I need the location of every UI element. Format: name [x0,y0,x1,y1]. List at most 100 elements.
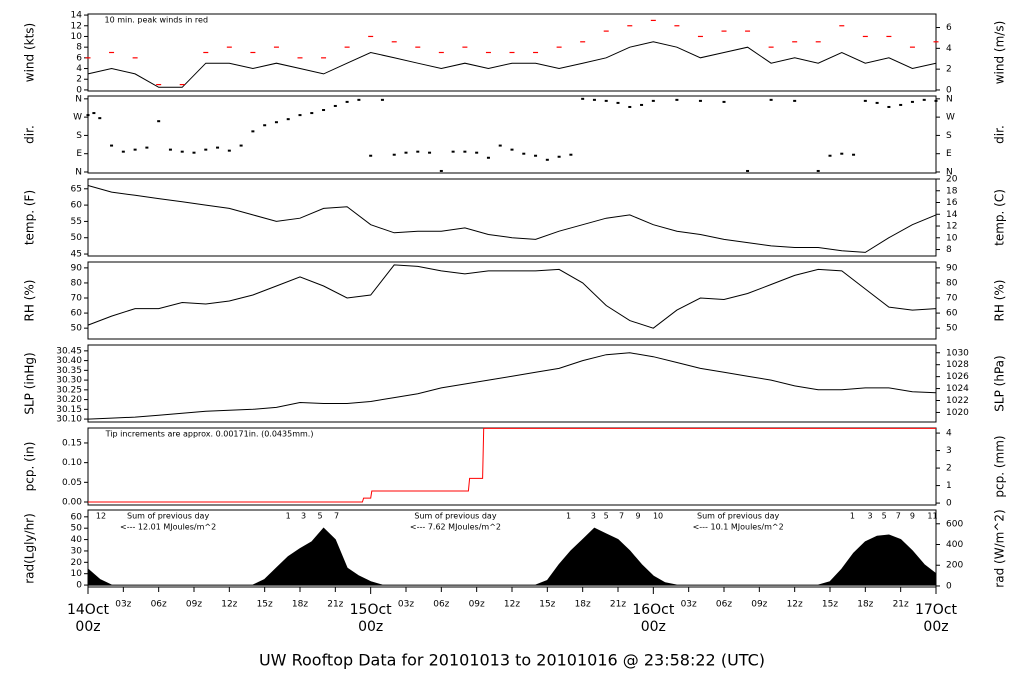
data-point [345,100,349,103]
day-hour: 00z [641,619,666,635]
x-tick-label: 18z [857,600,873,610]
data-point [698,99,702,102]
y2-tick-label: 70 [946,294,958,304]
y2-tick-label: 60 [946,309,958,319]
x-tick-label: 15z [822,600,838,610]
y-tick-label: 70 [71,294,83,304]
y-tick-label: 50 [71,233,83,243]
data-point [910,100,914,103]
data-point [475,151,479,154]
data-point [322,109,326,112]
y2-tick-label: 200 [946,561,963,571]
y-tick-label: 0.15 [62,438,82,448]
data-point [640,103,644,106]
y-tick-label: 60 [71,309,83,319]
data-point [416,150,420,153]
data-point [251,130,255,133]
daily-sum: <--- 10.1 MJoules/m^2 [693,523,784,532]
y2-tick-label: 3 [946,446,952,456]
y-tick-label: E [76,149,82,159]
data-point [863,99,867,102]
y2-tick-label: N [946,94,953,104]
hour-mark: 1 [850,512,855,521]
y-tick-label: 30.35 [56,366,82,376]
data-point [581,97,585,100]
hour-mark: 7 [334,512,339,521]
data-point [392,153,396,156]
data-line [88,427,936,503]
data-point [451,150,455,153]
data-point [769,98,773,101]
data-point [298,114,302,117]
y2-tick-label: 4 [946,44,952,54]
x-tick-label: 09z [469,600,485,610]
hour-mark: 9 [635,512,640,521]
day-date: 15Oct [350,602,393,618]
y-tick-label: 60 [71,201,83,211]
y2-axis-label: pcp. (mm) [993,435,1007,497]
panel-frame [87,344,937,423]
day-hour: 00z [75,619,100,635]
data-point [793,99,797,102]
hour-mark: 5 [882,512,887,521]
data-point [239,144,243,147]
y-tick-label: 10 [71,569,83,579]
y-tick-label: 0 [76,581,82,591]
y2-tick-label: 2 [946,65,952,75]
y2-tick-label: 1024 [946,384,969,394]
y-axis-label: pcp. (in) [23,442,37,492]
data-point [404,151,408,154]
data-point [110,144,114,147]
hour-mark: 3 [591,512,596,521]
x-tick-label: 09z [751,600,767,610]
daily-sum: <--- 7.62 MJoules/m^2 [410,523,501,532]
data-point [310,112,314,115]
data-point [263,124,267,127]
y-tick-label: 14 [71,11,83,21]
y2-axis-label: SLP (hPa) [993,355,1007,411]
data-point [192,151,196,154]
y-tick-label: 8 [76,43,82,53]
data-point [145,146,149,149]
x-tick-label: 12z [504,600,520,610]
y-tick-label: 20 [71,558,83,568]
x-tick-label: 21z [893,600,909,610]
data-point [333,104,337,107]
y2-tick-label: 1022 [946,396,969,406]
data-point [86,114,90,117]
data-line [87,185,937,253]
x-tick-label: 06z [433,600,449,610]
y-tick-label: 30.10 [56,415,82,425]
data-point [922,98,926,101]
y-tick-label: 6 [76,53,82,63]
data-point [98,117,102,120]
hour-mark: 9 [910,512,915,521]
y2-axis-label: temp. (C) [993,189,1007,246]
y2-tick-label: 600 [946,519,963,529]
daily-sum: Sum of previous day [697,512,779,521]
data-point [816,169,820,172]
y-axis-label: RH (%) [23,280,37,322]
hour-mark: 7 [619,512,624,521]
data-point [439,169,443,172]
y-tick-label: 55 [71,217,82,227]
daily-sum: Sum of previous day [414,512,496,521]
y2-tick-label: 4 [946,429,952,439]
data-point [840,152,844,155]
data-point [216,146,220,149]
hour-mark: 1 [566,512,571,521]
y2-tick-label: 8 [946,245,952,255]
data-point [534,154,538,157]
y-tick-label: 90 [71,263,83,273]
daily-sum: Sum of previous day [127,512,209,521]
data-point [121,150,125,153]
y-tick-label: 0.00 [62,498,82,508]
y-tick-label: 30.25 [56,385,82,395]
y-tick-label: 30.45 [56,346,82,356]
y2-tick-label: 1026 [946,372,969,382]
day-hour: 00z [358,619,383,635]
y-tick-label: 30.15 [56,405,82,415]
data-point [369,154,373,157]
data-point [852,153,856,156]
